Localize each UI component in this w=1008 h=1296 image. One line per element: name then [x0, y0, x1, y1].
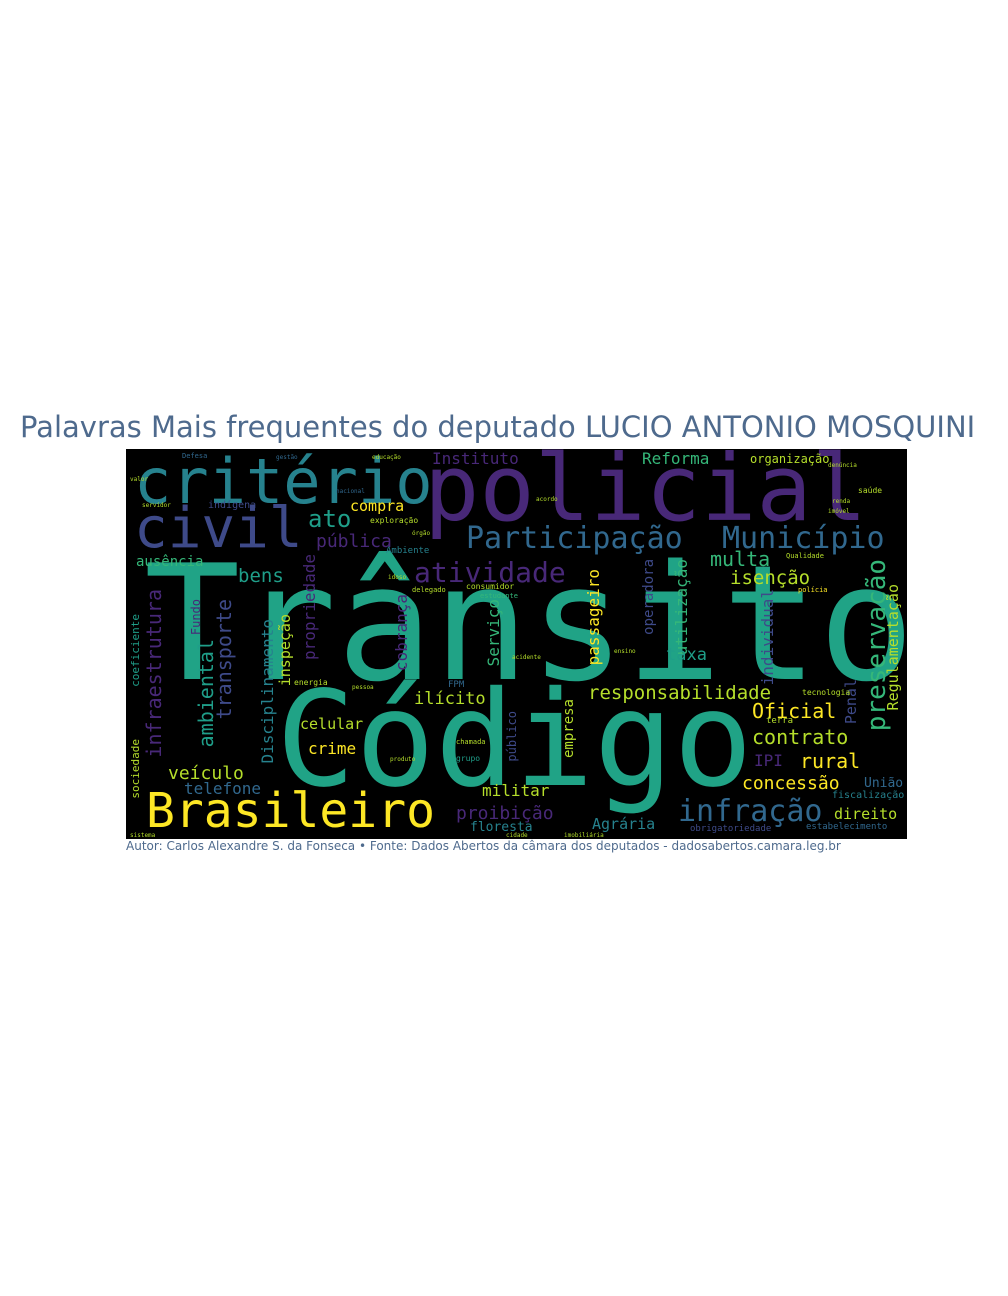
word-cidade: cidade — [506, 832, 528, 839]
word-reforma: Reforma — [642, 449, 710, 468]
word-codigo: Código — [276, 663, 753, 817]
word-multa: multa — [710, 547, 771, 571]
word-publica: pública — [316, 531, 392, 552]
word-disciplinamento: Disciplinamento — [258, 619, 277, 764]
word-proibicao: proibição — [456, 803, 554, 824]
word-bens: bens — [238, 565, 284, 587]
word-regulamentacao: Regulamentação — [884, 584, 902, 711]
word-orgao: órgão — [412, 530, 431, 537]
word-transito: Trânsito — [144, 530, 907, 717]
word-ato: ato — [308, 505, 352, 533]
word-crime: crime — [308, 739, 357, 758]
word-tecnologia: tecnologia — [802, 688, 851, 697]
word-indigena: indígena — [208, 500, 257, 511]
caption: Autor: Carlos Alexandre S. da Fonseca • … — [126, 839, 841, 853]
word-municipio: Município — [722, 521, 885, 556]
word-sistema: sistema — [130, 832, 156, 839]
word-qualidade: Qualidade — [786, 552, 824, 560]
word-rural: rural — [800, 749, 861, 773]
word-cloud: Trânsito Código policial critério civil … — [126, 449, 907, 839]
word-exploracao: exploração — [370, 516, 419, 525]
word-isencao: isenção — [730, 567, 811, 589]
word-imovel: imóvel — [828, 508, 850, 515]
word-ausencia: ausência — [136, 554, 204, 570]
word-idoso: idoso — [388, 574, 407, 581]
word-denuncia: denúncia — [828, 462, 857, 469]
word-defesa: Defesa — [182, 452, 208, 460]
word-saude: saúde — [858, 486, 883, 495]
word-penal: Penal — [842, 679, 860, 725]
word-imobiliaria: imobiliária — [564, 832, 604, 839]
word-organizacao: organização — [750, 452, 830, 466]
word-obrigatoriedade: obrigatoriedade — [690, 824, 772, 834]
word-utilizacao: utilização — [672, 559, 691, 656]
word-compra: compra — [350, 497, 405, 515]
word-brasileiro: Brasileiro — [146, 783, 435, 839]
word-agraria: Agrária — [592, 815, 656, 833]
word-estabelecimento: estabelecimento — [806, 822, 888, 832]
word-taxa: taxa — [666, 645, 707, 665]
word-fiscalizacao: fiscalização — [832, 790, 905, 801]
word-criterio: critério — [134, 449, 433, 518]
word-valor: valor — [130, 476, 149, 483]
word-contrato: contrato — [752, 725, 849, 749]
word-direito: direito — [834, 805, 898, 823]
word-militar: militar — [482, 781, 550, 800]
word-delegado: delegado — [412, 586, 446, 594]
word-atividade: atividade — [414, 556, 566, 589]
word-coeficiente: coeficiente — [129, 614, 142, 687]
word-ensino: ensino — [614, 648, 636, 655]
word-ilicito: ilícito — [414, 689, 486, 709]
word-sociedade: sociedade — [129, 739, 142, 799]
word-transporte: transporte — [212, 599, 236, 720]
word-concessao: concessão — [742, 773, 840, 794]
word-nacional: nacional — [336, 488, 365, 495]
word-instituto: Instituto — [432, 449, 519, 468]
word-servidor: servidor — [142, 502, 171, 509]
word-servico: Serviço — [484, 599, 503, 667]
word-operadora: operadora — [641, 559, 657, 635]
word-grupo: grupo — [456, 754, 481, 763]
word-acordo: acordo — [536, 496, 558, 503]
word-terra: terra — [766, 716, 794, 726]
word-passageiro: passageiro — [584, 569, 603, 666]
word-empresa: empresa — [561, 699, 577, 759]
word-policial: policial — [424, 449, 868, 542]
word-consumidor: consumidor — [466, 582, 515, 591]
page-title: Palavras Mais frequentes do deputado LUC… — [20, 410, 976, 444]
word-chamada: chamada — [456, 738, 486, 746]
word-ambiente: Ambiente — [386, 546, 430, 556]
word-renda: renda — [832, 498, 851, 505]
word-cobranca: cobrança — [392, 594, 411, 672]
word-civil: civil — [134, 496, 303, 561]
word-oficial: Oficial — [752, 699, 837, 723]
word-infraestrutura: infraestrutura — [142, 589, 166, 758]
word-individual: individual — [758, 589, 777, 686]
word-estudante: estudante — [480, 592, 518, 600]
word-floresta: floresta — [470, 820, 533, 835]
word-educacao: educação — [372, 454, 401, 461]
word-telefone: telefone — [184, 779, 262, 798]
word-ipi: IPI — [754, 751, 783, 770]
word-participacao: Participação — [466, 521, 683, 556]
word-inspecao: inspeção — [276, 614, 294, 687]
word-produto: produto — [390, 756, 416, 763]
word-acidente: acidente — [512, 654, 541, 661]
word-responsabilidade: responsabilidade — [588, 682, 772, 704]
word-publico: público — [505, 711, 519, 762]
word-infracao: infração — [678, 794, 823, 829]
word-veiculo: veículo — [168, 763, 244, 784]
word-pessoa: pessoa — [352, 684, 374, 691]
word-uniao: União — [864, 776, 904, 791]
word-policia: polícia — [798, 586, 828, 594]
word-fpm: FPM — [448, 680, 465, 690]
word-gestao: gestão — [276, 454, 298, 461]
word-fundo: Fundo — [189, 599, 203, 636]
word-celular: celular — [300, 715, 364, 733]
word-energia: energia — [294, 678, 328, 687]
word-propriedade: propriedade — [300, 554, 319, 660]
